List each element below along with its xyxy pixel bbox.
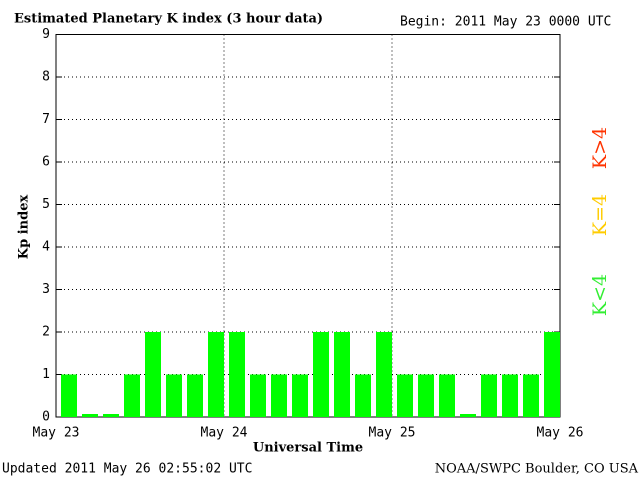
- y-tick-label: 3: [42, 282, 50, 297]
- y-tick-label: 5: [42, 197, 50, 212]
- bar: [82, 414, 98, 417]
- bar: [103, 414, 119, 417]
- legend-label: K<4: [589, 274, 611, 316]
- bar: [376, 332, 392, 417]
- bar: [460, 414, 476, 417]
- y-tick-label: 1: [42, 367, 50, 382]
- footer-credit: NOAA/SWPC Boulder, CO USA: [435, 462, 639, 477]
- chart-title: Estimated Planetary K index (3 hour data…: [14, 12, 323, 27]
- bar: [61, 374, 77, 417]
- bar: [208, 332, 224, 417]
- legend-label: K>4: [589, 127, 611, 169]
- bar: [166, 374, 182, 417]
- bar: [502, 374, 518, 417]
- x-axis-label: Universal Time: [253, 441, 363, 456]
- bar: [124, 374, 140, 417]
- begin-label: Begin: 2011 May 23 0000 UTC: [400, 15, 611, 30]
- bar: [250, 374, 266, 417]
- bar: [313, 332, 329, 417]
- legend-label: K=4: [589, 194, 611, 236]
- bar: [397, 374, 413, 417]
- y-tick-label: 8: [42, 70, 50, 85]
- bar: [145, 332, 161, 417]
- y-tick-label: 2: [42, 325, 50, 340]
- bar: [229, 332, 245, 417]
- footer-updated: Updated 2011 May 26 02:55:02 UTC: [2, 462, 252, 477]
- y-axis-label: Kp index: [17, 195, 32, 260]
- bar: [292, 374, 308, 417]
- y-tick-label: 9: [42, 27, 50, 42]
- bar: [481, 374, 497, 417]
- y-tick-label: 6: [42, 155, 50, 170]
- bar: [544, 332, 560, 417]
- x-tick-label: May 23: [33, 426, 80, 441]
- bar: [271, 374, 287, 417]
- x-tick-label: May 25: [369, 426, 416, 441]
- y-tick-label: 4: [42, 240, 50, 255]
- bar: [523, 374, 539, 417]
- bar: [334, 332, 350, 417]
- bar: [418, 374, 434, 417]
- x-tick-label: May 26: [537, 426, 584, 441]
- bar: [439, 374, 455, 417]
- bar: [187, 374, 203, 417]
- y-tick-label: 0: [42, 410, 50, 425]
- bar: [355, 374, 371, 417]
- y-tick-label: 7: [42, 112, 50, 127]
- x-tick-label: May 24: [201, 426, 248, 441]
- plot-frame: [55, 34, 561, 418]
